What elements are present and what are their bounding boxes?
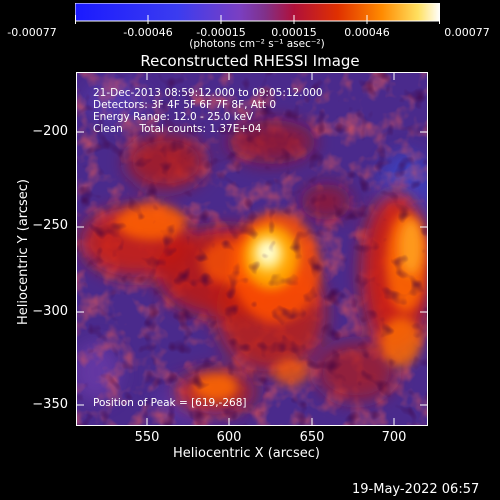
- x-tick-label: 650: [299, 430, 325, 445]
- annotation-energy-range: Energy Range: 12.0 - 25.0 keV: [93, 111, 254, 123]
- plot-title: Reconstructed RHESSI Image: [140, 52, 360, 70]
- colorbar-tick-label: 0.00015: [271, 26, 317, 39]
- rhessi-image-panel: [76, 72, 428, 426]
- annotation-clean-counts: Clean Total counts: 1.37E+04: [93, 123, 262, 135]
- annotation-detectors: Detectors: 3F 4F 5F 6F 7F 8F, Att 0: [93, 99, 277, 111]
- colorbar: [75, 3, 440, 24]
- colorbar-tick-label: 0.00077: [444, 26, 490, 39]
- colorbar-unit-label: (photons cm⁻² s⁻¹ asec⁻²): [189, 38, 325, 50]
- x-tick-label: 700: [381, 430, 407, 445]
- y-tick-label: −200: [32, 124, 68, 139]
- annotation-peak-position: Position of Peak = [619,-268]: [93, 397, 247, 409]
- colorbar-tick-label: 0.00046: [344, 26, 390, 39]
- y-tick-label: −250: [32, 218, 68, 233]
- x-tick-label: 550: [134, 430, 160, 445]
- footer-timestamp: 19-May-2022 06:57: [352, 482, 480, 497]
- y-axis-label: Heliocentric Y (arcsec): [16, 179, 31, 325]
- y-tick-label: −300: [32, 304, 68, 319]
- colorbar-tick-label: -0.00046: [123, 26, 173, 39]
- x-axis-label: Heliocentric X (arcsec): [173, 446, 320, 461]
- annotation-time-range: 21-Dec-2013 08:59:12.000 to 09:05:12.000: [93, 87, 323, 99]
- colorbar-tick-label: -0.00015: [196, 26, 246, 39]
- y-tick-label: −350: [32, 397, 68, 412]
- x-tick-label: 600: [216, 430, 242, 445]
- colorbar-tick-label: -0.00077: [7, 26, 57, 39]
